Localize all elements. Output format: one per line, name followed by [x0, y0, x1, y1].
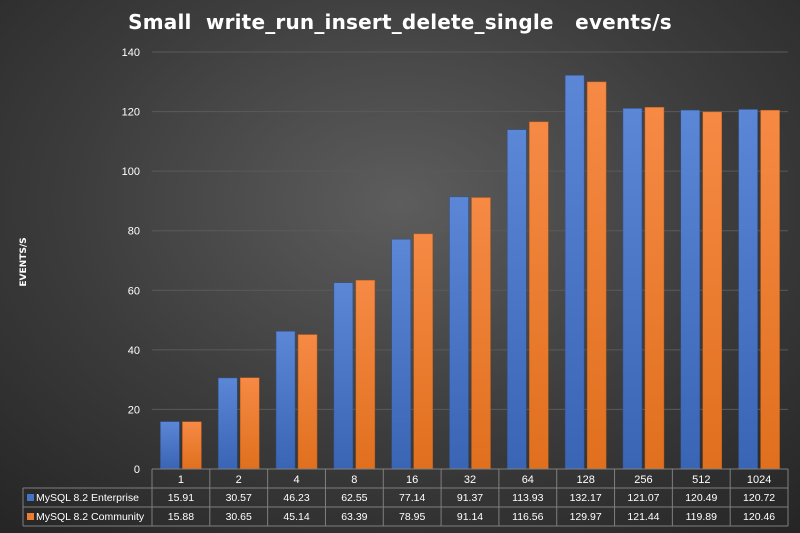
bar-enterprise: [507, 129, 527, 470]
bar-community: [644, 107, 665, 470]
bar-community: [529, 121, 549, 470]
bar-enterprise: [449, 196, 469, 470]
x-tick-label: 2: [236, 474, 242, 486]
bar-enterprise: [391, 238, 411, 470]
data-table-value: 77.14: [399, 492, 425, 504]
x-tick-label: 256: [634, 474, 652, 486]
bar-community: [702, 111, 723, 470]
data-table-value: 78.95: [399, 511, 425, 523]
bar-community: [182, 421, 202, 470]
data-table-value: 116.56: [512, 511, 543, 523]
data-table-value: 30.57: [226, 492, 252, 504]
bar-enterprise: [738, 109, 758, 470]
data-table-value: 45.14: [283, 511, 309, 523]
data-table-value: 120.46: [743, 511, 775, 523]
y-tick-label: 140: [122, 47, 140, 59]
bar-community: [586, 81, 607, 470]
bar-enterprise: [217, 377, 238, 470]
legend-label: MySQL 8.2 Enterprise: [36, 492, 139, 504]
bar-community: [413, 233, 433, 470]
data-table-value: 119.89: [686, 511, 717, 523]
x-tick-label: 1: [178, 474, 184, 486]
data-table-value: 129.97: [570, 511, 602, 523]
x-tick-label: 32: [464, 474, 476, 486]
data-table-value: 91.14: [457, 511, 483, 523]
legend-key: [27, 494, 34, 501]
x-tick-label: 64: [522, 474, 534, 486]
x-tick-label: 512: [692, 474, 710, 486]
bar-enterprise: [680, 109, 701, 470]
data-table-value: 113.93: [512, 492, 543, 504]
data-table-value: 121.07: [627, 492, 659, 504]
data-table-value: 63.39: [341, 511, 367, 523]
data-table-value: 91.37: [457, 492, 483, 504]
x-tick-label: 16: [406, 474, 418, 486]
bar-enterprise: [160, 421, 180, 470]
bar-community: [471, 197, 491, 470]
x-tick-label: 4: [293, 474, 299, 486]
bar-enterprise: [275, 331, 296, 470]
data-table-value: 120.72: [743, 492, 775, 504]
bar-community: [355, 279, 376, 470]
data-table-value: 30.65: [226, 511, 252, 523]
data-table-value: 46.23: [283, 492, 309, 504]
data-table-value: 15.88: [168, 511, 194, 523]
legend-label: MySQL 8.2 Community: [36, 511, 145, 523]
data-table-value: 62.55: [341, 492, 367, 504]
bar-enterprise: [622, 108, 643, 470]
bar-community: [239, 377, 260, 470]
x-tick-label: 8: [351, 474, 357, 486]
y-tick-label: 100: [122, 166, 140, 178]
legend-key: [27, 513, 34, 520]
y-tick-label: 80: [128, 226, 140, 238]
data-table-value: 132.17: [570, 492, 602, 504]
y-tick-label: 120: [122, 107, 140, 119]
bar-enterprise: [564, 75, 585, 470]
chart-title: Small write_run_insert_delete_single eve…: [128, 10, 672, 34]
y-tick-label: 0: [134, 464, 140, 476]
y-tick-label: 20: [128, 404, 140, 416]
bar-community: [760, 109, 780, 470]
data-table-value: 15.91: [168, 492, 194, 504]
y-tick-label: 40: [128, 345, 140, 357]
data-table-value: 121.44: [627, 511, 659, 523]
x-tick-label: 128: [576, 474, 594, 486]
bar-community: [297, 334, 318, 470]
data-table-value: 120.49: [685, 492, 717, 504]
x-tick-label: 1024: [747, 474, 771, 486]
bar-enterprise: [333, 282, 354, 470]
y-tick-label: 60: [128, 285, 140, 297]
